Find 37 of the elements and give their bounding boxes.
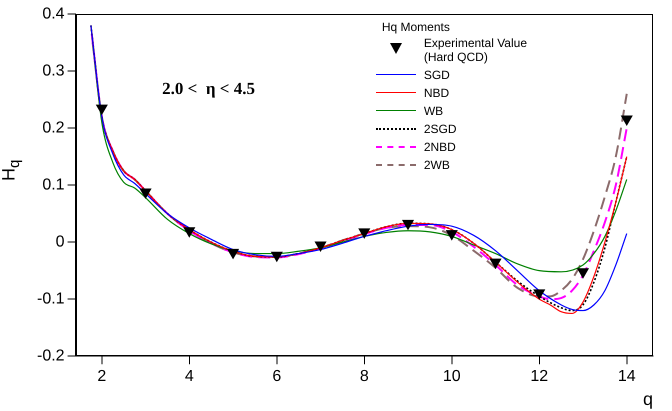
point [446, 230, 458, 240]
point [621, 115, 632, 126]
annotation: 2.0 < η < 4.5 [162, 79, 255, 100]
legend-title: Hq Moments [382, 20, 451, 34]
x-axis-title: q [642, 389, 653, 410]
legend-label: NBD [424, 86, 450, 100]
x-tick-label: 14 [618, 368, 636, 386]
point [96, 104, 108, 115]
legend-label: 2WB [424, 158, 450, 172]
point [490, 258, 502, 269]
y-tick-label: -0.1 [36, 290, 65, 308]
legend-label: WB [424, 104, 444, 118]
point [358, 228, 370, 238]
x-tick-label: 12 [530, 368, 548, 386]
y-tick-label: 0 [56, 234, 65, 251]
point [271, 252, 282, 262]
x-tick-label: 6 [272, 368, 282, 386]
point [577, 268, 589, 278]
x-tick-label: 4 [184, 368, 194, 386]
point [140, 188, 152, 198]
x-tick-label: 8 [360, 368, 369, 386]
point [227, 248, 239, 259]
x-tick-label: 2 [97, 368, 106, 386]
point [534, 289, 545, 300]
point [184, 227, 196, 238]
point [314, 241, 326, 252]
legend-label: 2SGD [424, 122, 457, 136]
y-tick-label: -0.2 [36, 348, 65, 365]
legend-label: Experimental Value (Hard QCD) [424, 36, 528, 64]
y-tick-label: 0.4 [42, 5, 65, 22]
legend-label: 2NBD [424, 140, 456, 154]
y-tick-label: 0.2 [42, 119, 65, 136]
point [402, 220, 414, 230]
legend-label: SGD [424, 68, 450, 82]
y-tick-label: 0.3 [42, 62, 65, 80]
y-tick-label: 0.1 [42, 176, 65, 194]
x-tick-label: 10 [442, 368, 461, 386]
